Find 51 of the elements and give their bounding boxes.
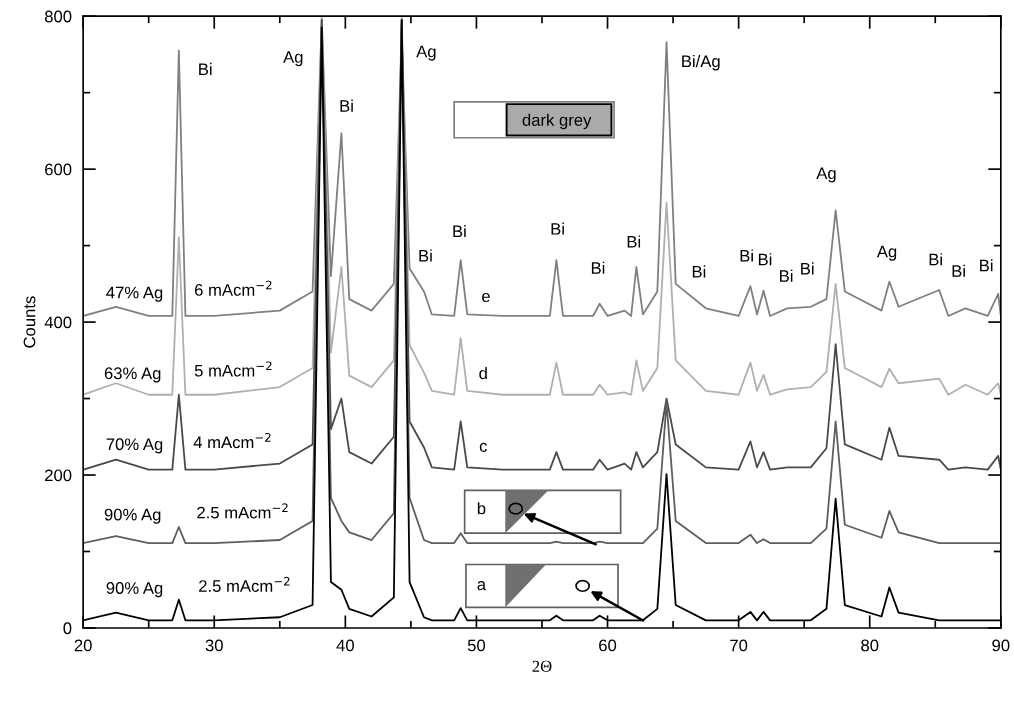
annotation: 4 mAcm$^{−2}$ <box>193 432 271 449</box>
annotation: dark grey <box>522 113 592 130</box>
annotation: Bi <box>929 253 942 266</box>
annotation: b <box>477 502 486 515</box>
y-tick-label: 0 <box>63 622 72 635</box>
y-tick-label: 400 <box>44 316 72 329</box>
annotation: d <box>479 366 487 380</box>
annotation: Bi <box>980 259 993 272</box>
y-tick-label: 800 <box>44 10 72 23</box>
x-axis-title: 2Θ <box>532 660 552 672</box>
annotation: 90% Ag <box>104 508 161 524</box>
x-tick-label: 60 <box>599 639 617 652</box>
annotation: Bi <box>952 264 965 277</box>
annotation: 63% Ag <box>104 367 161 383</box>
annotation: Ag <box>416 45 436 61</box>
annotation: Bi/Ag <box>682 54 720 71</box>
annotation: Bi <box>692 265 706 278</box>
annotation: a <box>477 581 487 591</box>
y-axis-title: Counts <box>23 296 36 348</box>
annotation: Bi <box>740 249 753 262</box>
annotation: Bi <box>801 262 814 275</box>
annotation: e <box>482 292 490 303</box>
annotation: Bi <box>758 253 772 266</box>
annotation: Ag <box>816 167 836 183</box>
y-tick-label: 600 <box>45 163 72 176</box>
annotation: Bi <box>453 224 466 238</box>
annotation: 90% Ag <box>106 582 163 598</box>
x-tick-label: 70 <box>730 639 748 652</box>
annotation: c <box>479 442 487 452</box>
annotation: Ag <box>876 245 897 261</box>
annotation: Bi <box>780 269 793 282</box>
x-tick-label: 80 <box>861 639 879 652</box>
x-tick-label: 90 <box>992 639 1010 652</box>
x-tick-label: 20 <box>74 639 92 652</box>
y-tick-label: 200 <box>45 469 72 482</box>
annotation: 70% Ag <box>106 438 163 454</box>
x-tick-label: 50 <box>467 639 486 652</box>
annotation: 47% Ag <box>106 286 163 302</box>
annotation: 2.5 mAcm$^{−2}$ <box>199 576 290 592</box>
annotation: 6 mAcm$^{−2}$ <box>194 280 272 296</box>
annotation: Bi <box>340 99 353 112</box>
annotation: Bi <box>551 222 564 235</box>
annotation: 5 mAcm$^{−2}$ <box>194 361 272 377</box>
annotation: Bi <box>627 235 641 248</box>
x-tick-label: 40 <box>336 639 354 652</box>
annotation: Bi <box>199 62 212 75</box>
annotation: 2.5 mAcm$^{−2}$ <box>197 503 288 519</box>
annotation: Bi <box>419 249 432 262</box>
annotation: Bi <box>591 261 605 274</box>
annotation: Ag <box>283 51 303 67</box>
x-tick-label: 30 <box>205 639 223 652</box>
